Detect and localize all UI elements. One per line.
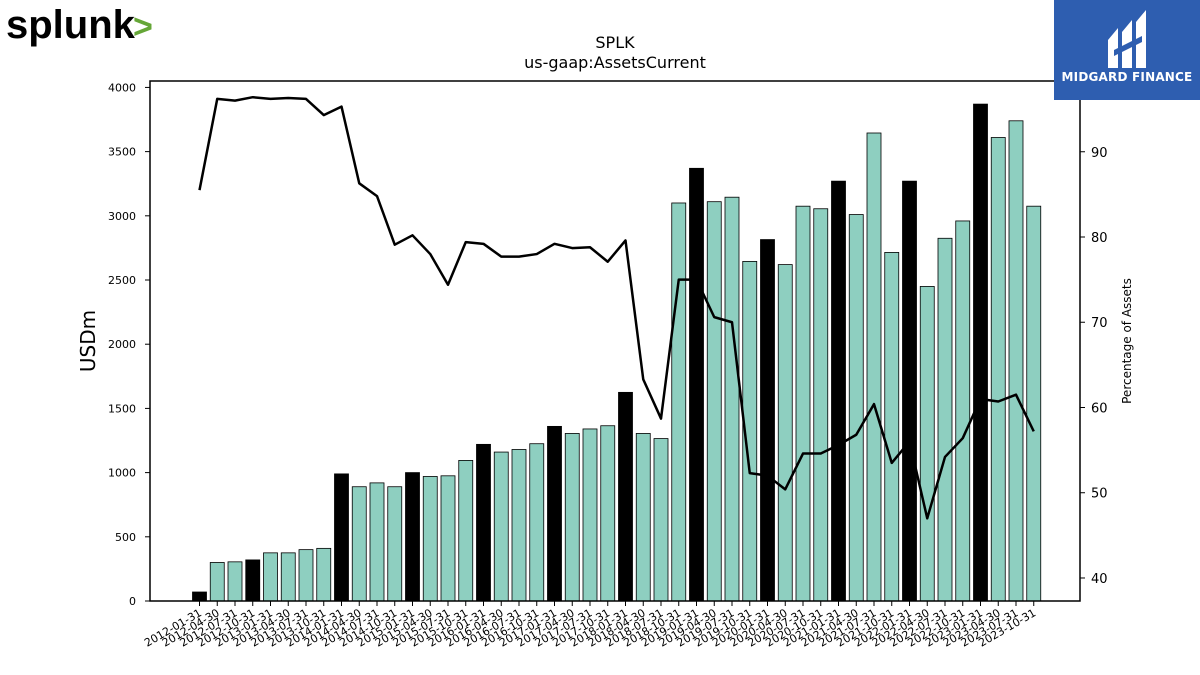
bar-2018-10-31	[671, 202, 687, 602]
bar-2021-10-31	[884, 252, 900, 602]
bar-2013-01-31	[263, 552, 278, 602]
y-axis-ticks: 0 500 1000 1500 2000 2500 3000 3500 4000	[108, 81, 150, 608]
bar-2022-10-31	[955, 220, 971, 602]
y-tick-label: 2500	[108, 274, 136, 287]
splunk-logo-chevron: >	[133, 8, 153, 46]
chart-subtitle: us-gaap:AssetsCurrent	[524, 53, 706, 72]
y2-tick-label: 50	[1091, 487, 1108, 502]
y2-tick-label: 90	[1091, 146, 1108, 161]
midgard-finance-logo: MIDGARD FINANCE	[1054, 0, 1200, 100]
bar-2021-01-31	[831, 180, 846, 602]
midgard-finance-text: MIDGARD FINANCE	[1061, 70, 1193, 84]
splunk-logo-text: splunk	[6, 3, 136, 47]
bar-2015-07-31	[440, 475, 456, 602]
axes	[149, 80, 1081, 602]
bar-2022-07-31	[937, 237, 953, 602]
bar-2018-04-30	[635, 433, 651, 602]
bar-2018-07-31	[653, 438, 669, 602]
bar-2015-04-30	[422, 476, 438, 602]
bar-2023-04-30	[990, 137, 1006, 602]
chart-title: SPLK	[595, 33, 635, 52]
plot-frame	[149, 80, 1081, 602]
bar-2017-01-31	[547, 425, 562, 602]
y-tick-label: 2000	[108, 338, 136, 351]
bar-2020-07-31	[795, 205, 811, 602]
y2-tick-label: 60	[1091, 401, 1108, 416]
bar-2012-04-30	[209, 562, 225, 602]
bar-2013-10-31	[316, 547, 332, 602]
bar-2017-04-30	[564, 433, 580, 602]
y-tick-label: 0	[129, 595, 136, 608]
y2-tick-label: 70	[1091, 316, 1108, 331]
splunk-logo: splunk >	[6, 2, 166, 52]
bar-2023-10-31	[1026, 205, 1042, 602]
y-tick-label: 500	[115, 531, 136, 544]
bar-2017-07-31	[582, 428, 598, 602]
line-series	[198, 95, 1035, 520]
bar-2016-04-30	[493, 451, 509, 602]
bar-2014-01-31	[334, 473, 349, 602]
bar-2023-07-31	[1008, 120, 1024, 602]
y2-axis-ticks: 40 50 60 70 80 90	[1080, 146, 1108, 587]
bar-2019-07-31	[724, 196, 740, 602]
bar-2016-07-31	[511, 449, 527, 602]
bar-2015-01-31	[405, 472, 420, 602]
y2-axis-label: Percentage of Assets	[1120, 278, 1134, 404]
bar-series	[192, 103, 1042, 602]
bar-2012-07-31	[227, 561, 243, 602]
bar-2012-01-31	[192, 591, 207, 602]
y-tick-label: 1500	[108, 402, 136, 415]
bar-2017-10-31	[600, 425, 616, 602]
bar-2019-01-31	[689, 167, 704, 602]
bar-2014-10-31	[387, 486, 403, 602]
midgard-emblem-icon	[1108, 10, 1146, 68]
bar-2013-04-30	[280, 552, 296, 602]
bar-2014-04-30	[351, 486, 367, 602]
y-tick-label: 3000	[108, 210, 136, 223]
bar-2014-07-31	[369, 482, 385, 602]
bar-2015-10-31	[458, 460, 474, 602]
x-axis-ticks: 2012-01-312012-04-302012-07-312012-10-31…	[142, 601, 1038, 650]
bar-2020-01-31	[760, 239, 775, 602]
bar-2016-01-31	[476, 443, 491, 602]
bar-2023-01-31	[973, 103, 988, 602]
bar-2021-04-30	[848, 214, 864, 602]
bar-2013-07-31	[298, 549, 314, 602]
y-tick-label: 3500	[108, 146, 136, 159]
y2-tick-label: 80	[1091, 231, 1108, 246]
bar-2019-04-30	[706, 201, 722, 602]
bar-2021-07-31	[866, 132, 882, 602]
y-tick-label: 4000	[108, 81, 136, 94]
bar-2020-04-30	[777, 264, 793, 602]
y2-tick-label: 40	[1091, 572, 1108, 587]
bar-2020-10-31	[813, 208, 829, 602]
y-tick-label: 1000	[108, 467, 136, 480]
percentage-line	[198, 95, 1035, 520]
bar-2022-01-31	[902, 180, 917, 602]
bar-2012-10-31	[245, 559, 261, 602]
y-axis-label: USDm	[76, 310, 100, 372]
bar-2018-01-31	[618, 391, 633, 602]
bar-2016-10-31	[529, 443, 545, 602]
bar-2022-04-30	[919, 286, 935, 602]
